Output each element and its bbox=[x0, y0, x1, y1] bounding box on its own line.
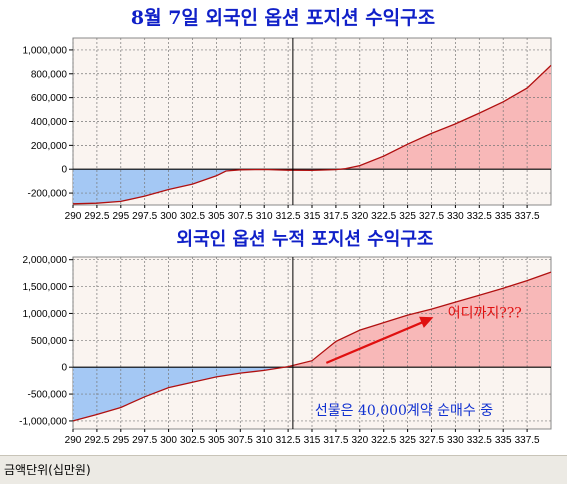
x-tick-label-1: 330 bbox=[447, 211, 464, 222]
annotation-where-to: 어디까지??? bbox=[448, 305, 522, 321]
x-tick-label-1: 312.5 bbox=[276, 211, 301, 222]
x-tick-label-2: 290 bbox=[65, 435, 82, 446]
arrow-line bbox=[325, 319, 428, 364]
y-tick-label-1: 0 bbox=[61, 165, 67, 176]
y-tick-label-2: 1,000,000 bbox=[23, 309, 68, 320]
x-tick-label-2: 325 bbox=[399, 435, 416, 446]
x-tick-label-1: 332.5 bbox=[467, 211, 492, 222]
x-tick-label-1: 327.5 bbox=[419, 211, 444, 222]
y-tick-label-1: 600,000 bbox=[31, 93, 68, 104]
x-tick-label-2: 312.5 bbox=[276, 435, 301, 446]
x-tick-label-1: 290 bbox=[65, 211, 82, 222]
x-tick-label-1: 325 bbox=[399, 211, 416, 222]
x-tick-label-2: 305 bbox=[208, 435, 225, 446]
x-tick-label-1: 322.5 bbox=[371, 211, 396, 222]
y-tick-label-2: 0 bbox=[61, 363, 67, 374]
x-tick-label-1: 292.5 bbox=[84, 211, 109, 222]
y-tick-label-2: 2,000,000 bbox=[23, 255, 68, 266]
x-tick-label-2: 337.5 bbox=[515, 435, 540, 446]
chart-1-title: 8월 7일 외국인 옵션 포지션 수익구조 bbox=[131, 7, 435, 29]
x-tick-label-1: 295 bbox=[112, 211, 129, 222]
y-tick-label-1: 400,000 bbox=[31, 117, 68, 128]
x-tick-label-1: 305 bbox=[208, 211, 225, 222]
profit-area-2 bbox=[284, 272, 551, 368]
x-tick-label-2: 332.5 bbox=[467, 435, 492, 446]
x-tick-label-2: 315 bbox=[304, 435, 321, 446]
x-tick-label-2: 330 bbox=[447, 435, 464, 446]
chart-2-title: 외국인 옵션 누적 포지션 수익구조 bbox=[177, 229, 434, 250]
y-tick-label-1: 1,000,000 bbox=[23, 45, 68, 56]
x-tick-label-1: 297.5 bbox=[132, 211, 157, 222]
x-tick-label-1: 302.5 bbox=[180, 211, 205, 222]
x-tick-label-1: 300 bbox=[160, 211, 177, 222]
x-tick-label-2: 320 bbox=[351, 435, 368, 446]
loss-area-1 bbox=[73, 169, 340, 204]
x-tick-label-2: 310 bbox=[256, 435, 273, 446]
x-tick-label-2: 307.5 bbox=[228, 435, 253, 446]
x-tick-label-1: 320 bbox=[351, 211, 368, 222]
x-tick-label-2: 300 bbox=[160, 435, 177, 446]
x-tick-label-2: 327.5 bbox=[419, 435, 444, 446]
x-tick-label-2: 295 bbox=[112, 435, 129, 446]
y-tick-label-2: -1,000,000 bbox=[19, 416, 67, 427]
arrow-head bbox=[419, 316, 434, 328]
x-tick-label-1: 307.5 bbox=[228, 211, 253, 222]
x-tick-label-1: 315 bbox=[304, 211, 321, 222]
x-tick-label-1: 337.5 bbox=[515, 211, 540, 222]
x-tick-label-2: 335 bbox=[495, 435, 512, 446]
x-tick-label-2: 297.5 bbox=[132, 435, 157, 446]
loss-area-2 bbox=[73, 367, 551, 421]
annotation-futures: 선물은 40,000계약 순매수 중 bbox=[315, 403, 493, 419]
y-tick-label-2: 500,000 bbox=[31, 336, 68, 347]
chart-1: 1,000,000 800,000 600,000 400,000 200,000 0 -2… bbox=[23, 37, 552, 222]
unit-label: 금액단위(십만원) bbox=[4, 463, 91, 477]
y-tick-label-1: -200,000 bbox=[28, 189, 68, 200]
y-tick-label-2: 1,500,000 bbox=[23, 282, 68, 293]
y-tick-label-1: 200,000 bbox=[31, 141, 68, 152]
y-tick-label-1: 800,000 bbox=[31, 69, 68, 80]
y-tick-label-2: -500,000 bbox=[28, 390, 68, 401]
x-tick-label-2: 302.5 bbox=[180, 435, 205, 446]
payoff-line-2 bbox=[72, 271, 552, 422]
x-tick-label-2: 292.5 bbox=[84, 435, 109, 446]
x-tick-label-1: 317.5 bbox=[323, 211, 348, 222]
chart-2: 2,000,000 1,500,000 1,000,000 500,000 0 -500,… bbox=[19, 255, 552, 446]
x-tick-label-1: 310 bbox=[256, 211, 273, 222]
x-tick-label-2: 322.5 bbox=[371, 435, 396, 446]
payoff-line-1 bbox=[72, 64, 552, 205]
status-bar: 금액단위(십만원) bbox=[0, 455, 567, 484]
x-tick-label-1: 335 bbox=[495, 211, 512, 222]
x-tick-label-2: 317.5 bbox=[323, 435, 348, 446]
